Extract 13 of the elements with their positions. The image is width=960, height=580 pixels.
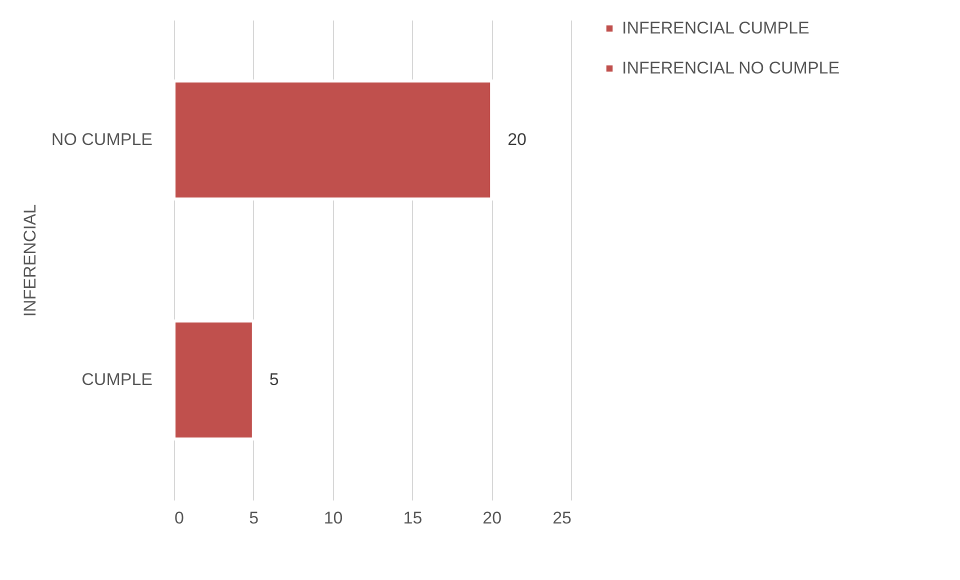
y-tick-label: NO CUMPLE [51, 130, 152, 149]
x-tick-label: 5 [249, 508, 259, 528]
x-tick-label: 25 [552, 508, 572, 528]
legend-label: INFERENCIAL NO CUMPLE [622, 58, 840, 78]
x-tick-label: 20 [482, 508, 502, 528]
x-tick-label: 10 [324, 508, 343, 528]
legend-label: INFERENCIAL CUMPLE [622, 18, 810, 38]
x-tick-label: 15 [403, 508, 422, 528]
data-label: 5 [269, 370, 279, 389]
x-tick-label: 0 [174, 508, 184, 528]
y-axis-title: INFERENCIAL [20, 204, 40, 317]
y-tick-label: CUMPLE [82, 370, 152, 389]
data-label: 20 [508, 130, 527, 149]
